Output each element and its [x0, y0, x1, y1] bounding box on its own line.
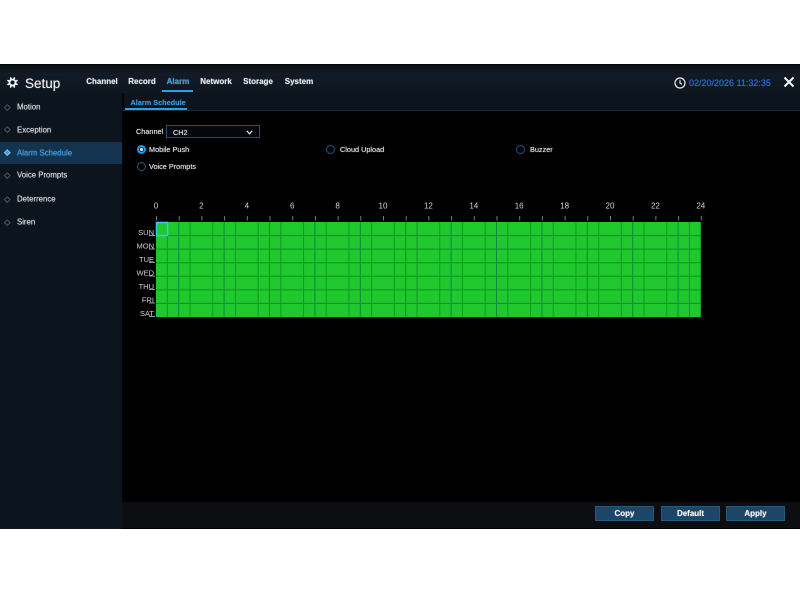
svg-text:2: 2: [199, 202, 204, 211]
svg-text:12: 12: [424, 202, 433, 211]
svg-text:WED: WED: [137, 269, 155, 278]
svg-text:6: 6: [290, 202, 295, 211]
svg-text:SAT: SAT: [140, 309, 154, 318]
svg-text:SUN: SUN: [138, 228, 154, 237]
svg-text:20: 20: [606, 202, 615, 211]
svg-text:FRI: FRI: [142, 296, 154, 305]
svg-text:22: 22: [651, 202, 660, 211]
svg-text:THU: THU: [139, 282, 154, 291]
svg-text:0: 0: [154, 202, 159, 211]
svg-text:10: 10: [379, 202, 388, 211]
svg-text:8: 8: [335, 202, 340, 211]
svg-text:MON: MON: [137, 241, 155, 250]
svg-text:TUE: TUE: [139, 255, 154, 264]
svg-text:16: 16: [515, 202, 524, 211]
svg-text:4: 4: [245, 202, 250, 211]
svg-text:18: 18: [560, 202, 569, 211]
svg-text:14: 14: [469, 202, 478, 211]
svg-text:24: 24: [696, 202, 705, 211]
